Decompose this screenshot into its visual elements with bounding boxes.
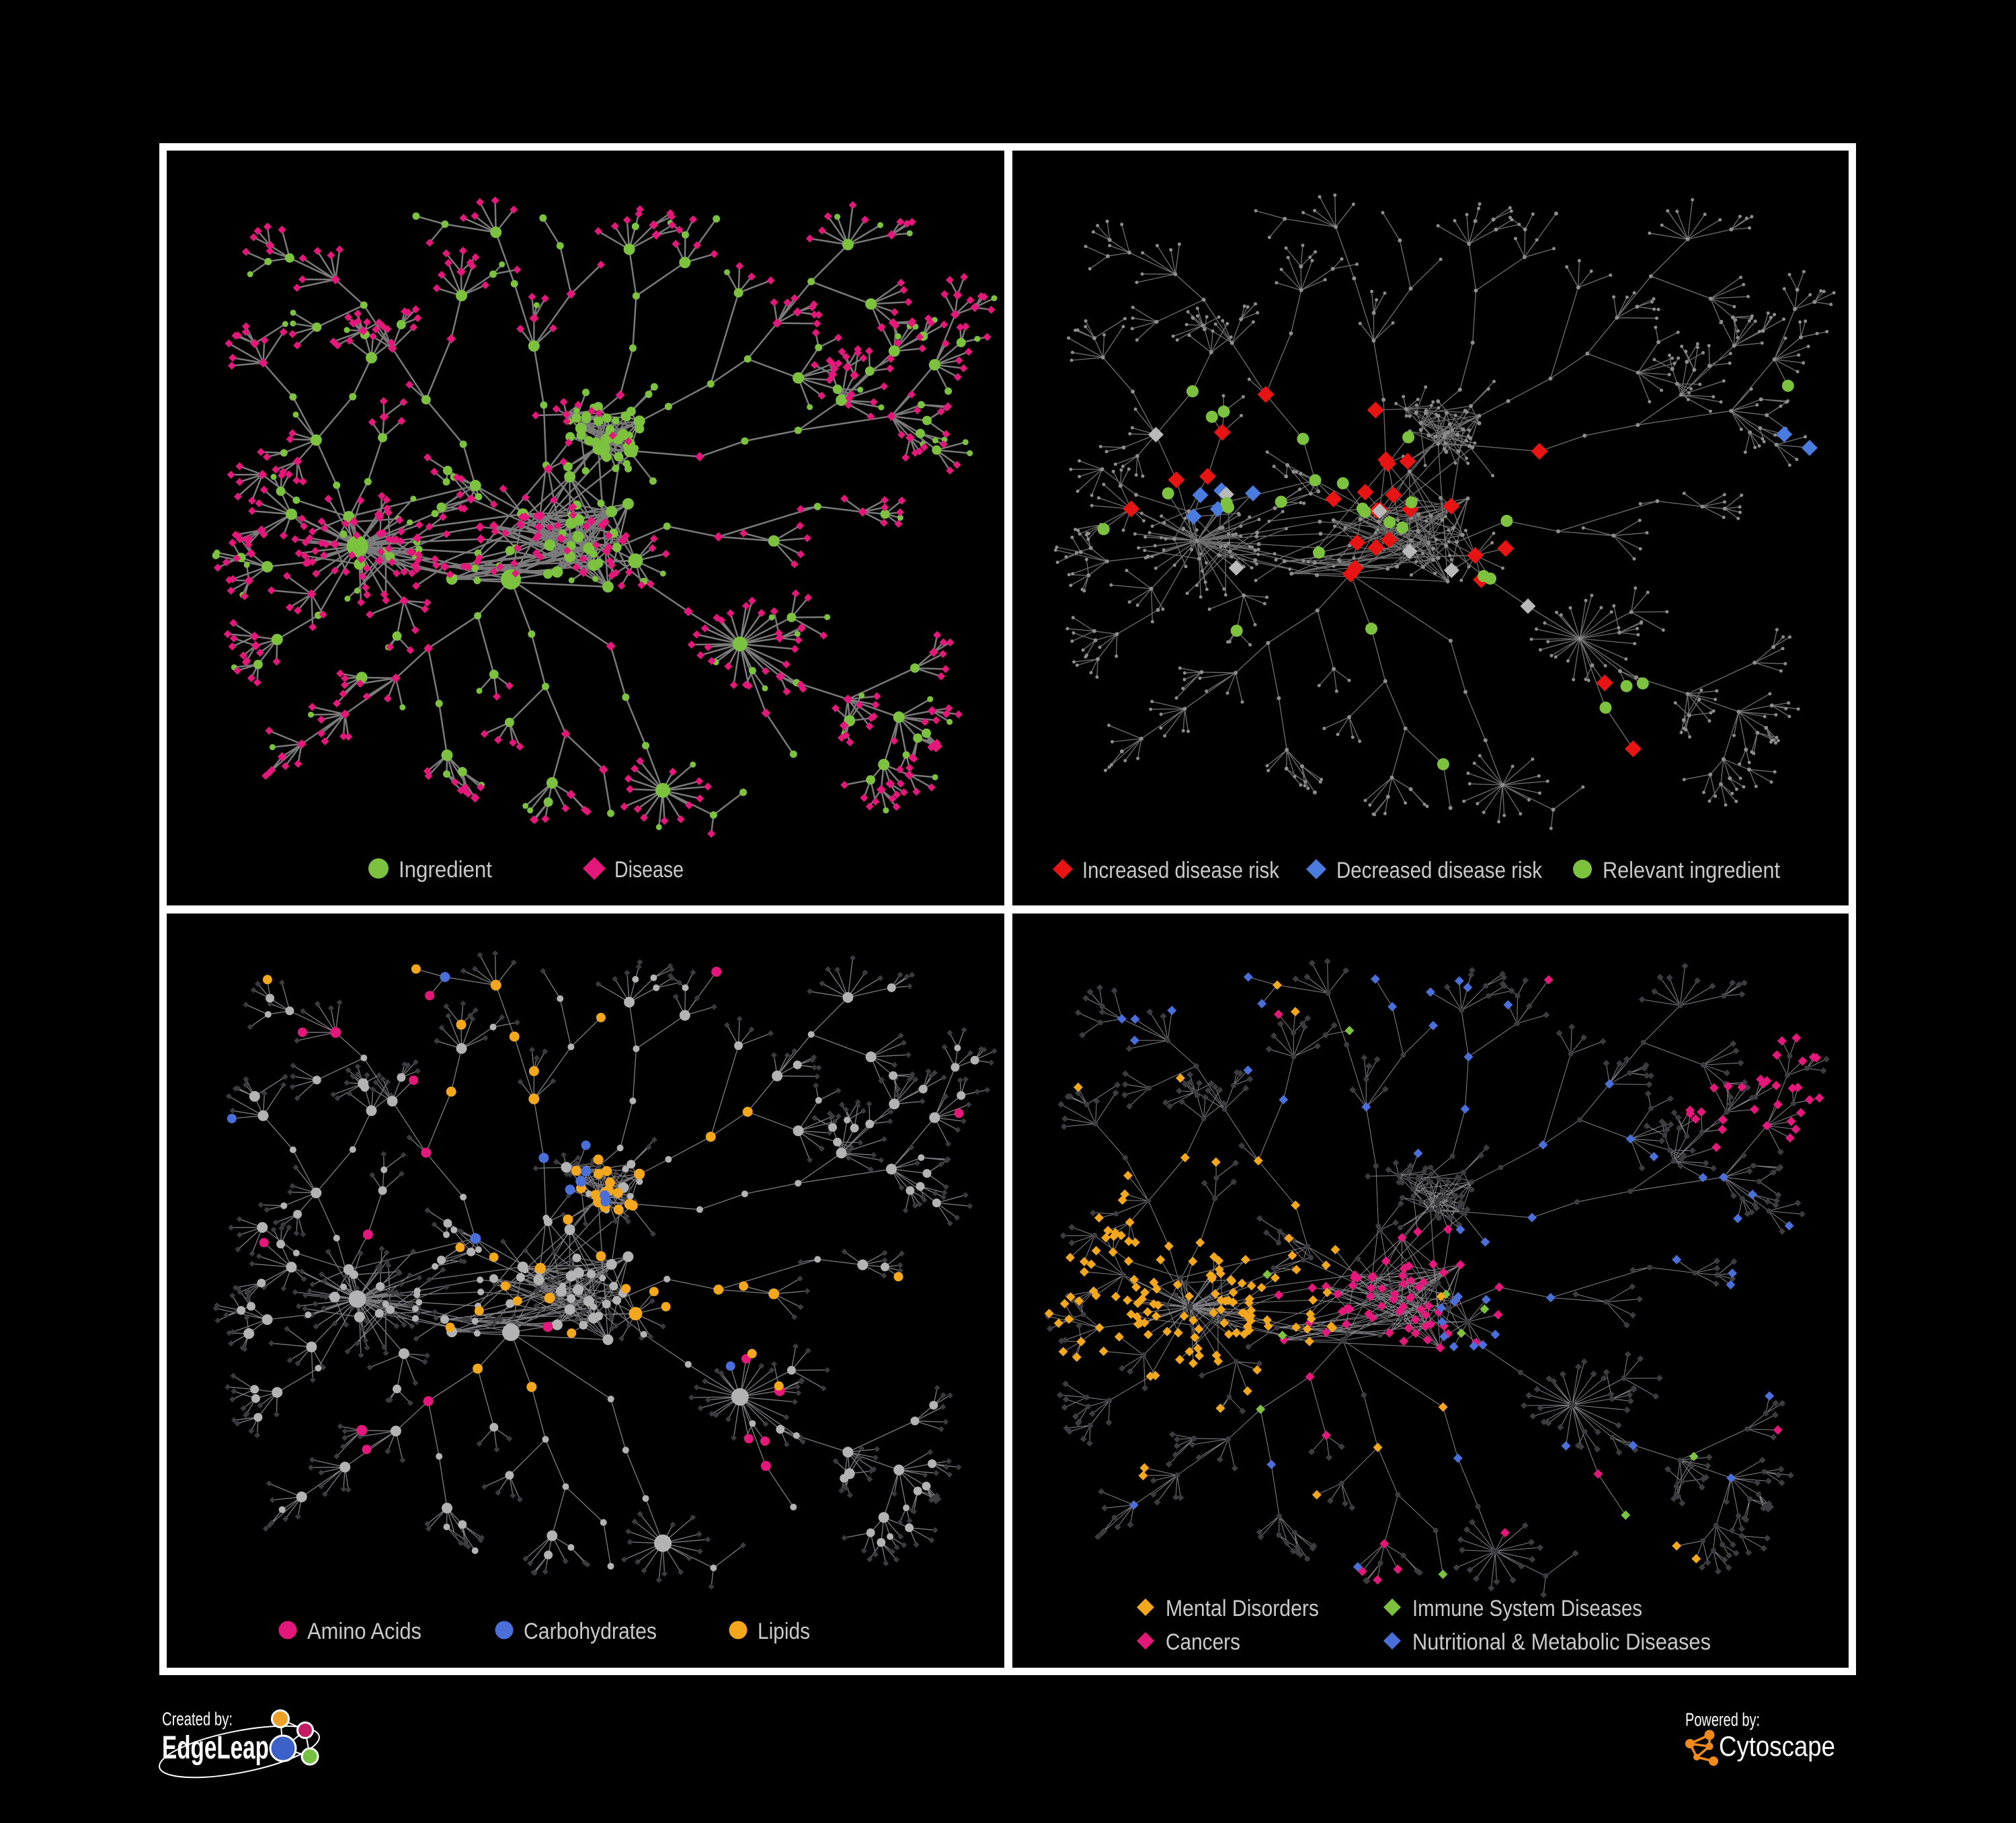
svg-text:Disease: Disease xyxy=(614,857,684,883)
svg-text:Decreased disease risk: Decreased disease risk xyxy=(1336,858,1543,883)
svg-text:Lipids: Lipids xyxy=(758,1619,810,1644)
svg-text:Carbohydrates: Carbohydrates xyxy=(524,1619,657,1644)
svg-text:Powered by:: Powered by: xyxy=(1685,1709,1760,1730)
svg-text:Amino Acids: Amino Acids xyxy=(307,1619,421,1644)
svg-text:Relevant ingredient: Relevant ingredient xyxy=(1603,858,1780,883)
svg-text:Immune System Diseases: Immune System Diseases xyxy=(1412,1596,1642,1621)
svg-text:Nutritional & Metabolic Diseas: Nutritional & Metabolic Diseases xyxy=(1412,1629,1711,1655)
svg-text:Increased disease risk: Increased disease risk xyxy=(1082,858,1280,883)
svg-text:Ingredient: Ingredient xyxy=(399,857,492,883)
svg-text:Cancers: Cancers xyxy=(1166,1629,1240,1655)
svg-text:Created by:: Created by: xyxy=(162,1709,233,1730)
svg-text:Cytoscape: Cytoscape xyxy=(1719,1730,1835,1762)
svg-text:Mental Disorders: Mental Disorders xyxy=(1166,1596,1319,1621)
